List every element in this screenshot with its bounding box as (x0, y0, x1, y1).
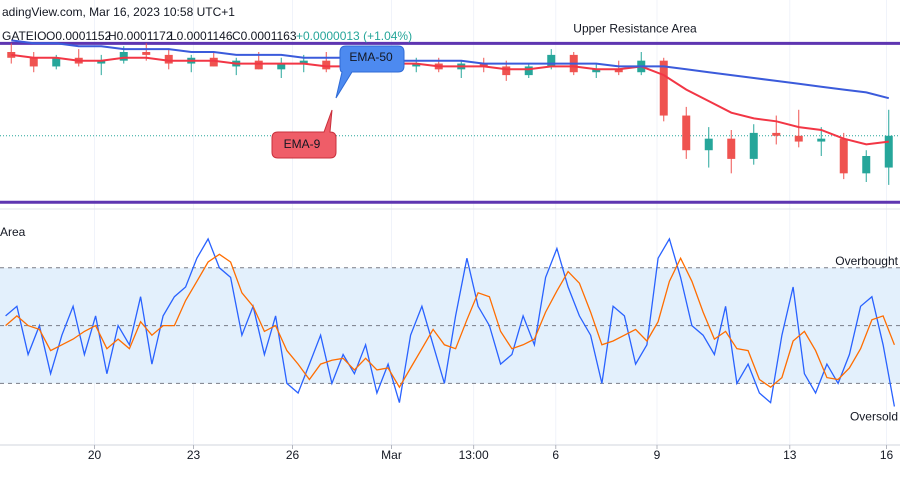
ema-line (11, 39, 890, 100)
x-tick-label: 26 (286, 448, 300, 462)
callout-label: EMA-9 (284, 137, 321, 151)
level-label: Overbought (835, 254, 898, 268)
candle-body (254, 60, 263, 70)
grid (94, 0, 887, 445)
ema-9-callout: EMA-9 (271, 109, 337, 159)
candle-body (209, 57, 218, 67)
candle-body (277, 63, 286, 70)
x-tick-label: 23 (187, 448, 201, 462)
candle-body (524, 66, 533, 76)
candle-body (412, 63, 421, 67)
candle-body (884, 135, 893, 168)
candle-body (749, 132, 758, 159)
candle-body (7, 52, 16, 58)
ema-50-callout: EMA-50 (335, 45, 405, 99)
ohlc-change: +0.0000013 (+1.04%) (296, 29, 412, 43)
candle-body (614, 69, 623, 73)
x-tick-label: 9 (654, 448, 661, 462)
candle-body (794, 135, 803, 142)
candle-body (322, 60, 331, 70)
x-tick-label: 16 (880, 448, 894, 462)
source-label: adingView.com, Mar 16, 2023 10:58 UTC+1 (2, 5, 235, 19)
ohlc-high: H0.0001172 (108, 29, 173, 43)
candle-body (839, 138, 848, 174)
ohlc-low: L0.0001146 (170, 29, 233, 43)
candle-body (142, 52, 151, 55)
candle-body (727, 138, 736, 159)
ema-line (11, 53, 889, 146)
price-panel: Upper Resistance Area (0, 22, 900, 204)
stochastic-line (5, 237, 896, 407)
ohlc-open: O0.0001152 (46, 29, 111, 43)
candle-body (817, 138, 826, 142)
stochastic-panel: Overbought Oversold Area (0, 225, 900, 424)
candle-body (52, 57, 61, 67)
x-tick-label: 13:00 (459, 448, 489, 462)
callout-box (271, 109, 337, 159)
candle-body (772, 132, 781, 136)
candle-body (704, 138, 713, 151)
x-tick-label: Mar (381, 448, 402, 462)
candle-body (659, 60, 668, 116)
x-tick-label: 13 (783, 448, 797, 462)
symbol: GATEIO (2, 29, 46, 43)
stochastic-line (5, 253, 896, 389)
candle-body (164, 54, 173, 64)
candle-body (97, 60, 106, 64)
candle-body (547, 54, 556, 67)
callout-box (335, 45, 405, 99)
level-label: Oversold (850, 410, 898, 424)
candle-body (119, 52, 128, 61)
level-label: Upper Resistance Area (573, 22, 697, 36)
candle-body (29, 57, 38, 67)
candle-body (862, 156, 871, 174)
candle-body (299, 60, 308, 64)
candle-body (502, 66, 511, 76)
annotation: Area (0, 225, 26, 239)
x-tick-label: 20 (88, 448, 102, 462)
candle-body (682, 115, 691, 151)
callout-label: EMA-50 (349, 50, 393, 64)
candle-body (592, 69, 601, 73)
x-tick-label: 6 (552, 448, 559, 462)
ohlc-close: C0.0001163 (232, 29, 297, 43)
candle-body (479, 63, 488, 67)
